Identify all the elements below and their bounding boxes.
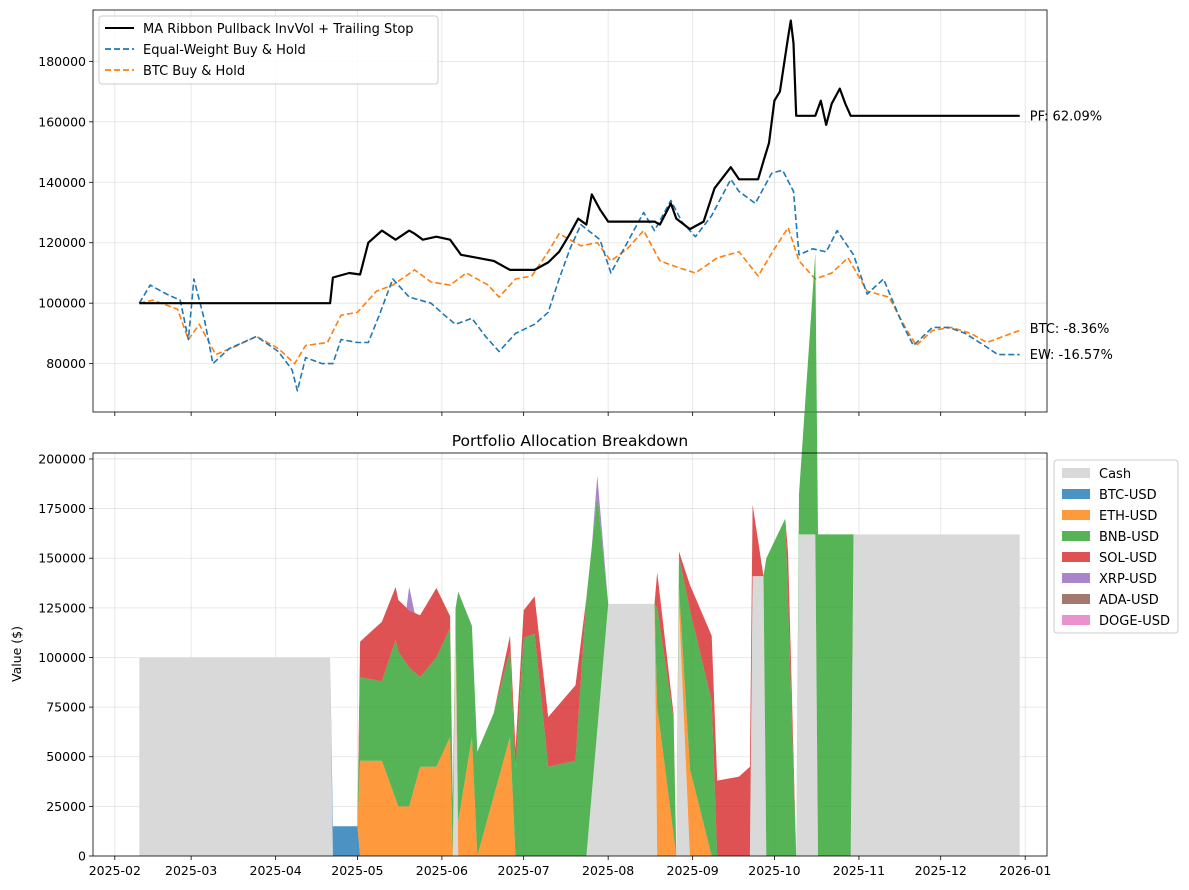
legend-label-btc: BTC Buy & Hold <box>143 64 245 79</box>
bottom-y-tick-label: 100000 <box>38 650 86 665</box>
legend-swatch-eth-usd <box>1062 510 1090 520</box>
bottom-y-axis: 0 25000 50000 75000 100000 125000 150000 175000… <box>38 451 93 864</box>
legend-swatch-bnb-usd <box>1062 531 1090 541</box>
series-line-equal-weight-buy-hold <box>138 169 1020 392</box>
top-y-tick-label: 80000 <box>46 356 86 371</box>
bottom-stacked-areas <box>139 253 1020 856</box>
bottom-y-tick-label: 200000 <box>38 451 86 466</box>
bottom-y-tick-label: 125000 <box>38 600 86 615</box>
equity-chart: 80000 100000 120000 140000 160000 180000 PF: … <box>38 9 1113 416</box>
x-tick-label: 2025-11 <box>833 863 885 878</box>
allocation-chart: Portfolio Allocation Breakdown 0 25000 500… <box>9 253 1179 878</box>
top-y-tick-label: 160000 <box>38 114 86 129</box>
top-y-tick-label: 100000 <box>38 296 86 311</box>
x-tick-label: 2025-02 <box>89 863 141 878</box>
legend-label-equal-weight: Equal-Weight Buy & Hold <box>143 43 306 58</box>
top-plot-frame <box>92 9 1048 413</box>
area-sol-usd <box>139 253 1020 856</box>
bottom-legend-box <box>1053 459 1179 634</box>
top-y-tick-label: 120000 <box>38 235 86 250</box>
area-cash <box>139 534 1020 856</box>
top-x-axis <box>114 412 1026 416</box>
top-y-axis: 80000 100000 120000 140000 160000 180000 <box>38 54 93 371</box>
legend-label-strategy: MA Ribbon Pullback InvVol + Trailing Sto… <box>143 22 414 37</box>
x-tick-label: 2026-01 <box>999 863 1051 878</box>
annotation-btc: BTC: -8.36% <box>1030 322 1110 337</box>
top-series <box>138 19 1020 392</box>
bottom-y-tick-label: 50000 <box>46 749 86 764</box>
bottom-y-tick-label: 25000 <box>46 799 86 814</box>
bottom-y-tick-label: 75000 <box>46 700 86 715</box>
bottom-y-tick-label: 0 <box>78 849 86 864</box>
legend-swatch-ada-usd <box>1062 594 1090 604</box>
x-tick-label: 2025-04 <box>250 863 302 878</box>
legend-label-btc-usd: BTC-USD <box>1099 488 1157 503</box>
legend-label-ada-usd: ADA-USD <box>1099 593 1159 608</box>
legend-label-xrp-usd: XRP-USD <box>1099 572 1157 587</box>
allocation-title: Portfolio Allocation Breakdown <box>452 432 689 450</box>
bottom-y-tick-label: 150000 <box>38 551 86 566</box>
x-tick-label: 2025-12 <box>915 863 967 878</box>
x-tick-label: 2025-07 <box>498 863 550 878</box>
y-axis-label: Value ($) <box>9 626 24 682</box>
series-line-ma-ribbon-pullback-invvol-trailing-stop <box>139 19 1020 305</box>
legend-label-doge-usd: DOGE-USD <box>1099 614 1170 629</box>
top-annotations: PF: 62.09% BTC: -8.36% EW: -16.57% <box>1030 109 1113 363</box>
x-tick-label: 2025-09 <box>667 863 719 878</box>
x-tick-label: 2025-08 <box>582 863 634 878</box>
legend-label-eth-usd: ETH-USD <box>1099 509 1157 524</box>
top-legend: MA Ribbon Pullback InvVol + Trailing Sto… <box>98 15 439 85</box>
legend-swatch-doge-usd <box>1062 615 1090 625</box>
bottom-legend: Cash BTC-USD ETH-USD BNB-USD SOL-USD XRP-USD A… <box>1053 459 1179 634</box>
x-tick-label: 2025-10 <box>748 863 800 878</box>
legend-label-bnb-usd: BNB-USD <box>1099 530 1159 545</box>
top-legend-box <box>98 15 439 85</box>
legend-label-cash: Cash <box>1099 467 1131 482</box>
legend-swatch-xrp-usd <box>1062 573 1090 583</box>
x-tick-label: 2025-03 <box>165 863 217 878</box>
x-tick-label: 2025-06 <box>416 863 468 878</box>
top-y-tick-label: 140000 <box>38 175 86 190</box>
legend-swatch-sol-usd <box>1062 552 1090 562</box>
bottom-x-axis: 2025-02 2025-03 2025-04 2025-05 2025-06 2025-… <box>89 856 1051 878</box>
annotation-pf: PF: 62.09% <box>1030 109 1102 124</box>
legend-swatch-btc-usd <box>1062 489 1090 499</box>
top-y-tick-label: 180000 <box>38 54 86 69</box>
series-line-btc-buy-hold <box>139 226 1020 365</box>
legend-swatch-cash <box>1062 468 1090 478</box>
legend-label-sol-usd: SOL-USD <box>1099 551 1157 566</box>
x-tick-label: 2025-05 <box>331 863 383 878</box>
annotation-ew: EW: -16.57% <box>1030 348 1113 363</box>
area-bnb-usd <box>139 253 1020 856</box>
bottom-plot-frame <box>92 452 1048 857</box>
bottom-y-tick-label: 175000 <box>38 501 86 516</box>
